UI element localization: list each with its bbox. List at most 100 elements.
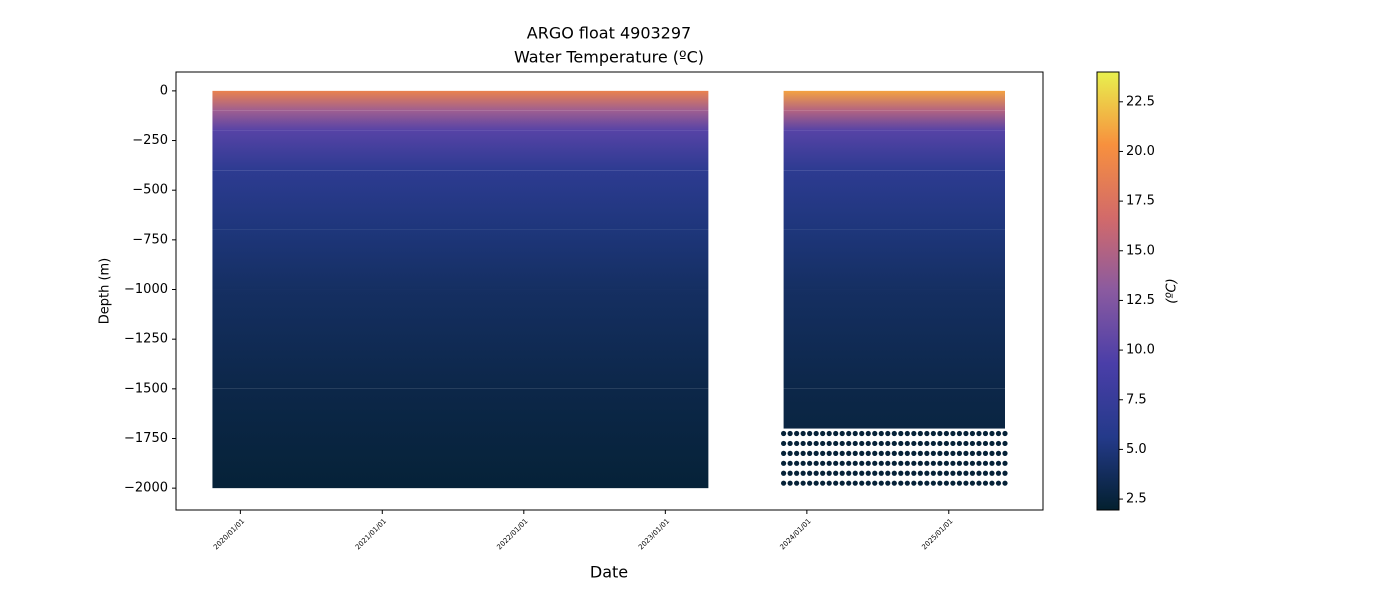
temperature-dot bbox=[982, 470, 989, 476]
temperature-dot bbox=[911, 430, 917, 437]
temperature-dot bbox=[891, 440, 897, 447]
temperature-dot bbox=[820, 480, 826, 486]
temperature-dot bbox=[839, 430, 845, 437]
temperature-dot bbox=[989, 440, 995, 447]
temperature-dot bbox=[787, 440, 793, 447]
temperature-dot bbox=[826, 430, 832, 437]
temperature-dot bbox=[950, 450, 956, 456]
temperature-dot bbox=[846, 480, 852, 486]
temperature-dot bbox=[995, 460, 1002, 466]
temperature-dot bbox=[820, 470, 826, 476]
temperature-dot bbox=[950, 440, 956, 447]
temperature-dot bbox=[852, 440, 858, 447]
temperature-dot bbox=[780, 440, 787, 447]
temperature-dot bbox=[800, 440, 806, 447]
x-tick-label: 2025/01/01 bbox=[920, 517, 954, 551]
temperature-dot bbox=[982, 480, 989, 486]
temperature-dot bbox=[995, 440, 1002, 447]
temperature-dot bbox=[787, 430, 793, 437]
temperature-dot bbox=[930, 430, 936, 437]
temperature-dot bbox=[794, 470, 800, 476]
temperature-dot bbox=[930, 450, 936, 456]
temperature-dot bbox=[891, 480, 897, 486]
temperature-dot bbox=[813, 470, 819, 476]
temperature-dot bbox=[780, 460, 787, 466]
temperature-dot bbox=[780, 480, 787, 486]
temperature-dot bbox=[950, 430, 956, 437]
x-axis-label: Date bbox=[590, 563, 628, 582]
temperature-dot bbox=[995, 470, 1002, 476]
temperature-dot bbox=[859, 480, 865, 486]
temperature-layer bbox=[783, 229, 1006, 290]
colorbar-tick-label: 22.5 bbox=[1126, 94, 1155, 109]
y-tick-label: 0 bbox=[160, 83, 168, 98]
temperature-dot bbox=[943, 440, 949, 447]
temperature-dot bbox=[794, 440, 800, 447]
temperature-dot bbox=[813, 440, 819, 447]
temperature-dot bbox=[937, 450, 943, 456]
temperature-dot bbox=[878, 460, 884, 466]
temperature-dot bbox=[839, 460, 845, 466]
temperature-dot bbox=[989, 480, 995, 486]
colorbar-tick-label: 12.5 bbox=[1126, 293, 1155, 308]
temperature-dot bbox=[846, 430, 852, 437]
temperature-dot bbox=[924, 460, 930, 466]
y-axis-label: Depth (m) bbox=[98, 258, 113, 325]
temperature-dot bbox=[813, 450, 819, 456]
temperature-dot bbox=[924, 480, 930, 486]
temperature-dot bbox=[839, 480, 845, 486]
temperature-dot bbox=[969, 470, 976, 476]
temperature-dot bbox=[898, 460, 904, 466]
temperature-dot bbox=[989, 450, 995, 456]
temperature-layer bbox=[783, 289, 1006, 389]
temperature-dot bbox=[963, 460, 969, 466]
temperature-dot bbox=[807, 450, 813, 456]
temperature-dot bbox=[820, 460, 826, 466]
temperature-dot bbox=[865, 430, 871, 437]
temperature-dot bbox=[885, 470, 891, 476]
temperature-dot bbox=[800, 450, 806, 456]
temperature-dot bbox=[898, 470, 904, 476]
temperature-layer bbox=[212, 170, 709, 230]
temperature-dot bbox=[833, 450, 839, 456]
y-tick-label: −250 bbox=[132, 133, 168, 148]
temperature-dot bbox=[780, 450, 787, 456]
temperature-dot bbox=[852, 460, 858, 466]
temperature-dot bbox=[859, 440, 865, 447]
temperature-dot bbox=[865, 440, 871, 447]
temperature-dot bbox=[982, 460, 989, 466]
temperature-dot bbox=[917, 480, 923, 486]
y-tick-label: −2000 bbox=[124, 481, 168, 496]
temperature-dot bbox=[1002, 450, 1008, 456]
temperature-dot bbox=[878, 470, 884, 476]
temperature-dot bbox=[943, 430, 949, 437]
temperature-dot bbox=[943, 460, 949, 466]
temperature-dot bbox=[956, 460, 963, 466]
temperature-dot bbox=[865, 470, 871, 476]
temperature-dot bbox=[872, 430, 878, 437]
temperature-dot bbox=[852, 430, 858, 437]
temperature-dot bbox=[911, 450, 917, 456]
temperature-dot bbox=[963, 440, 969, 447]
temperature-dot bbox=[891, 470, 897, 476]
temperature-dot bbox=[982, 450, 989, 456]
temperature-dot bbox=[963, 480, 969, 486]
temperature-dot bbox=[794, 460, 800, 466]
temperature-dot bbox=[826, 460, 832, 466]
temperature-layer bbox=[212, 289, 709, 389]
temperature-dot bbox=[976, 430, 982, 437]
temperature-dot bbox=[891, 450, 897, 456]
temperature-layer bbox=[783, 110, 1006, 131]
temperature-dot bbox=[872, 480, 878, 486]
temperature-dot bbox=[807, 480, 813, 486]
temperature-layer bbox=[212, 110, 709, 131]
temperature-dot bbox=[950, 480, 956, 486]
temperature-dot bbox=[820, 430, 826, 437]
temperature-dot bbox=[872, 470, 878, 476]
temperature-dot bbox=[800, 480, 806, 486]
temperature-dot bbox=[995, 450, 1002, 456]
temperature-dot bbox=[826, 450, 832, 456]
temperature-layer bbox=[212, 229, 709, 290]
temperature-dot bbox=[924, 470, 930, 476]
